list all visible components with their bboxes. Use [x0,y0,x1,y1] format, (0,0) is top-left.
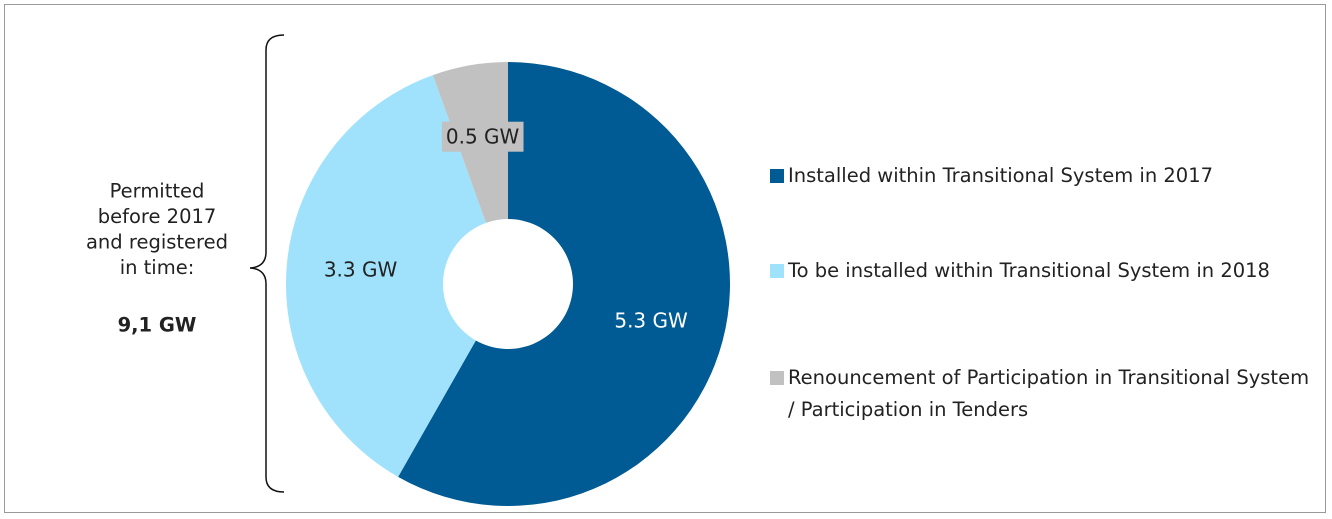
annotation-line: and registered [86,231,228,254]
data-label: 5.3 GW [614,308,688,332]
data-label: 0.5 GW [446,125,520,149]
legend-item: To be installed within Transitional Syst… [770,255,1310,287]
annotation-line: before 2017 [98,205,217,228]
donut-slice [398,62,730,506]
annotation-line: in time: [120,256,195,279]
legend-label: To be installed within Transitional Syst… [788,259,1270,282]
legend-swatch [770,371,784,385]
donut-slice [286,75,487,477]
legend-item: Installed within Transitional System in … [770,160,1310,192]
bracket [249,34,285,493]
data-label-box [441,121,524,152]
legend-item: Renouncement of Participation in Transit… [770,362,1310,426]
frame [4,4,1326,513]
legend-label: Renouncement of Participation in Transit… [788,366,1310,421]
annotation-total: 9,1 GW [118,314,197,337]
legend-label: Installed within Transitional System in … [788,164,1214,187]
data-label: 3.3 GW [324,258,398,282]
legend-swatch [770,264,784,278]
annotation-line: Permitted [110,180,205,203]
legend-swatch [770,169,784,183]
